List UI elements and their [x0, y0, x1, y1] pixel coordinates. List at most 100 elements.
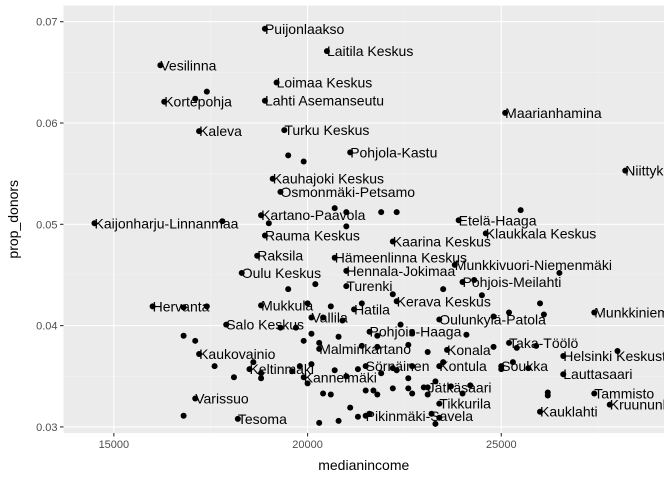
data-point [223, 321, 230, 328]
data-point [405, 375, 412, 382]
point-label: Tikkurila [439, 396, 491, 412]
data-point [432, 378, 439, 385]
data-point [362, 387, 369, 394]
data-point [378, 209, 385, 216]
point-label: Kaukovainio [199, 346, 275, 362]
data-point [482, 230, 489, 237]
point-label: Niittykumpu [625, 163, 672, 179]
point-label: Kerava Keskus [397, 293, 491, 309]
point-label: Osmonmäki-Petsamo [280, 184, 415, 200]
x-tick-label: 15000 [99, 439, 130, 451]
data-point [312, 281, 319, 288]
data-point [358, 300, 365, 307]
data-point [354, 366, 361, 373]
data-point [358, 342, 365, 349]
y-tick-label: 0.04 [36, 321, 57, 333]
data-point [316, 345, 323, 352]
data-point [277, 324, 284, 331]
data-point [296, 363, 303, 370]
data-point [591, 309, 598, 316]
data-point [525, 365, 532, 372]
data-point [161, 98, 168, 105]
point-label: Puijonlaakso [265, 21, 345, 37]
data-point [308, 361, 315, 368]
point-label: Pohjois-Haaga [370, 324, 462, 340]
data-point [347, 404, 354, 411]
y-axis-title: prop_donors [5, 180, 21, 259]
data-point [463, 331, 470, 338]
data-point [393, 367, 400, 374]
data-point [180, 332, 187, 339]
data-point [405, 341, 412, 348]
data-point [444, 346, 451, 353]
data-point [409, 390, 416, 397]
data-point [265, 220, 272, 227]
data-point [196, 128, 203, 135]
data-point [331, 205, 338, 212]
data-point [277, 188, 284, 195]
point-label: Pikinmäki-Savela [366, 408, 474, 424]
point-label: Jätkäsaari [428, 379, 492, 395]
data-point [467, 382, 474, 389]
data-point [192, 337, 199, 344]
data-point [502, 109, 509, 116]
data-point [478, 292, 485, 299]
data-point [498, 363, 505, 370]
data-point [509, 359, 516, 366]
data-point [459, 279, 466, 286]
data-point [320, 390, 327, 397]
plot-panel [63, 5, 664, 433]
point-label: Vesilinna [160, 57, 216, 73]
data-point [292, 324, 299, 331]
data-point [261, 97, 268, 104]
data-point [351, 306, 358, 313]
point-label: Hämeenlinna Keskus [335, 250, 467, 266]
data-points [91, 25, 629, 427]
point-label: Hatila [354, 301, 390, 317]
data-point [300, 158, 307, 165]
y-axis: 0.03 0.04 0.05 0.06 0.07 [36, 17, 64, 434]
data-point [440, 359, 447, 366]
data-point [506, 339, 513, 346]
data-point [203, 303, 210, 310]
data-point [362, 412, 369, 419]
point-label: Turenki [346, 278, 392, 294]
data-point [343, 283, 350, 290]
point-label: Etelä-Haaga [459, 212, 537, 228]
point-label: Pohjois-Meilahti [463, 274, 562, 290]
data-point [258, 370, 265, 377]
point-label: Soukka [501, 358, 548, 374]
point-label: Turku Keskus [284, 122, 369, 138]
data-point [281, 127, 288, 134]
data-point [389, 291, 396, 298]
data-point [192, 395, 199, 402]
point-label: Malminkartano [319, 341, 411, 357]
data-point [436, 363, 443, 370]
y-tick-label: 0.05 [36, 219, 57, 231]
data-point [343, 267, 350, 274]
data-point [149, 303, 156, 310]
point-label: Kartano-Paavola [261, 207, 366, 223]
data-point [339, 317, 346, 324]
data-point [540, 311, 547, 318]
data-point [622, 167, 629, 174]
data-point [304, 380, 311, 387]
data-point [196, 350, 203, 357]
data-point [389, 238, 396, 245]
data-point [537, 300, 544, 307]
data-point [537, 408, 544, 415]
data-point [304, 300, 311, 307]
x-tick-label: 25000 [486, 439, 517, 451]
data-point [606, 401, 613, 408]
data-point [316, 339, 323, 346]
data-point [335, 333, 342, 340]
data-point [273, 79, 280, 86]
data-point [513, 344, 520, 351]
data-point [327, 303, 334, 310]
data-point [354, 413, 361, 420]
point-label: Kruununhaka [610, 397, 672, 413]
data-point [300, 337, 307, 344]
point-label: Salo Keskus [226, 317, 304, 333]
point-label: Keltinmäki [249, 361, 314, 377]
point-label: Kaijonharju-Linnanmaa [94, 215, 238, 231]
